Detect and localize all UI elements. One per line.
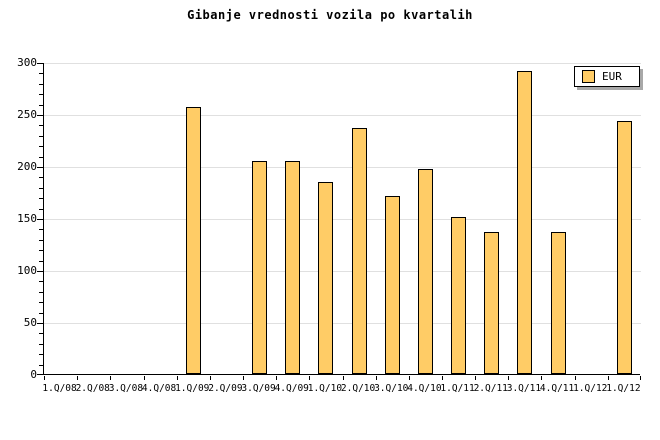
y-axis-label: 100 (17, 264, 37, 277)
y-axis-label: 150 (17, 212, 37, 225)
x-axis-label: 3.Q/11 (506, 383, 542, 394)
bar-1-q-11 (451, 216, 467, 374)
y-axis-minor-tick (39, 354, 43, 356)
bar-4-q-09 (285, 160, 301, 374)
y-axis-tick (37, 271, 43, 272)
gridline (44, 63, 641, 64)
x-axis-tick (442, 376, 443, 380)
y-axis-minor-tick (39, 260, 43, 262)
legend-color-swatch-eur (582, 70, 595, 83)
gridline (44, 271, 641, 272)
x-axis-tick (210, 376, 211, 380)
x-axis-tick (343, 376, 344, 380)
gridline (44, 115, 641, 116)
x-axis-tick (144, 376, 145, 380)
x-axis-tick (508, 376, 509, 380)
x-axis-label: 3.Q/09 (241, 383, 276, 394)
legend-series-label: EUR (602, 70, 622, 83)
bar-4-q-10 (417, 169, 433, 374)
x-axis-label: 1.Q/09 (175, 383, 210, 394)
bar-4-q-11 (550, 231, 566, 374)
y-axis-minor-tick (39, 281, 43, 283)
y-axis-minor-tick (39, 229, 43, 231)
gridline (44, 219, 641, 220)
y-axis-label: 250 (17, 108, 37, 121)
x-axis-tick (110, 376, 111, 380)
y-axis-tick (37, 323, 43, 324)
x-axis-label: 4.Q/08 (141, 383, 177, 394)
y-axis-minor-tick (39, 302, 43, 304)
gridline (44, 167, 641, 168)
x-axis-tick (309, 376, 310, 380)
y-axis-label: 0 (30, 368, 37, 381)
x-axis-tick (640, 376, 641, 380)
y-axis-minor-tick (39, 146, 43, 148)
x-axis-label: 3.Q/08 (108, 383, 144, 394)
bar-1-q-10 (318, 181, 334, 374)
x-axis-tick (608, 376, 609, 380)
y-axis-tick (37, 63, 43, 64)
y-axis-minor-tick (39, 198, 43, 200)
y-axis-minor-tick (39, 250, 43, 252)
chart-title: Gibanje vrednosti vozila po kvartalih (187, 8, 473, 22)
y-axis-minor-tick (39, 83, 43, 85)
bar-1-q-12 (616, 121, 632, 374)
y-axis-minor-tick (39, 94, 43, 96)
y-axis-minor-tick (39, 291, 43, 293)
bar-2-q-10 (351, 127, 367, 374)
x-axis-label: 4.Q/11 (539, 383, 575, 394)
y-axis-minor-tick (39, 156, 43, 158)
y-axis-minor-tick (39, 343, 43, 345)
x-axis-label: 2.Q/08 (75, 383, 110, 394)
y-axis-minor-tick (39, 135, 43, 137)
y-axis-minor-tick (39, 364, 43, 366)
x-axis-label: 2.Q/10 (340, 383, 376, 394)
x-axis-tick (541, 376, 542, 380)
y-axis-tick (37, 115, 43, 116)
x-axis-tick (77, 376, 78, 380)
y-axis-tick (37, 374, 43, 375)
x-axis-tick (243, 376, 244, 380)
x-axis-tick (475, 376, 476, 380)
x-axis-tick (177, 376, 178, 380)
x-axis-label: 1.Q/11 (440, 383, 475, 394)
y-axis-minor-tick (39, 104, 43, 106)
x-axis-label: 4.Q/09 (274, 383, 309, 394)
bar-2-q-11 (484, 231, 500, 374)
gridline (44, 323, 641, 324)
x-axis-tick (575, 376, 576, 380)
bar-1-q-09 (185, 106, 201, 374)
y-axis-label: 200 (17, 160, 37, 173)
bar-3-q-10 (384, 196, 400, 374)
x-axis-label: 4.Q/10 (407, 383, 442, 394)
y-axis-minor-tick (39, 312, 43, 314)
x-axis-label: 1.Q/12 (573, 383, 608, 394)
y-axis-minor-tick (39, 73, 43, 75)
y-axis-minor-tick (39, 125, 43, 127)
y-axis-minor-tick (39, 239, 43, 241)
y-axis-minor-tick (39, 187, 43, 189)
x-axis-label: 2.Q/11 (473, 383, 508, 394)
y-axis-tick (37, 219, 43, 220)
x-axis-label: 1.Q/10 (307, 383, 343, 394)
y-axis-tick (37, 167, 43, 168)
x-axis-tick (44, 376, 45, 380)
x-axis-label: 1.Q/12 (606, 383, 641, 394)
x-axis-label: 2.Q/09 (208, 383, 243, 394)
y-axis-minor-tick (39, 177, 43, 179)
y-axis-label: 300 (17, 56, 37, 69)
plot-area (37, 63, 641, 380)
x-axis-label: 3.Q/10 (374, 383, 409, 394)
bar-3-q-09 (252, 160, 268, 374)
x-axis-tick (376, 376, 377, 380)
bar-3-q-11 (517, 71, 533, 374)
x-axis-tick (409, 376, 410, 380)
y-axis-minor-tick (39, 333, 43, 335)
legend: EUR (574, 66, 640, 87)
x-axis-label: 1.Q/08 (42, 383, 77, 394)
y-axis-minor-tick (39, 208, 43, 210)
x-axis-tick (276, 376, 277, 380)
y-axis-label: 50 (23, 316, 37, 329)
